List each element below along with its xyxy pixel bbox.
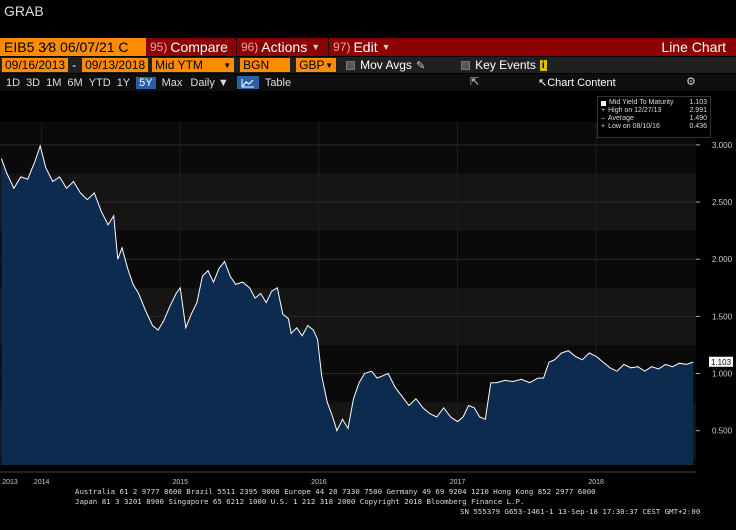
x-tick-label: 2017 [450,479,466,486]
compare-menu[interactable]: 95) Compare [150,38,228,56]
footer-contacts-line1: Australia 61 2 9777 8600 Brazil 5511 239… [75,487,596,496]
last-value-box [709,356,733,367]
legend-value: 1.490 [689,115,707,122]
collapse-arrows-icon[interactable]: ⇱ [470,76,480,88]
currency-select[interactable]: GBP ▼ [296,58,337,72]
source-field[interactable]: BGN [240,58,291,72]
field-select[interactable]: Mid YTM ▼ [152,58,235,72]
arrow-icon: ↖ [538,77,548,89]
line-chart-icon [241,78,254,87]
legend-row-average: – Average 1.490 [601,115,707,123]
period-toolbar: 1D 3D 1M 6M YTD 1Y 5Y Max Daily ▼ Table … [0,74,736,91]
caret-down-icon: ▼ [381,42,391,52]
mov-avgs-label: Mov Avgs [360,58,412,72]
period-tab-6m[interactable]: 6M [67,76,83,89]
legend-label: High on 12/27/13 [608,107,662,114]
y-tick-label: 0.500 [712,427,733,436]
chart-content-button[interactable]: ↖Chart Content [538,76,616,89]
dropdown-arrow-icon: ▼ [325,60,334,70]
view-title: Line Chart [661,39,726,55]
y-axis-ticks: 3.000 2.500 2.000 1.500 1.000 0.500 [696,141,733,436]
period-tab-ytd[interactable]: YTD [88,76,111,89]
start-date-field[interactable]: 09/16/2013 [2,58,69,72]
x-axis-ticks: 2013 2014 2015 2016 2017 2018 [0,471,696,486]
end-date-field[interactable]: 09/13/2018 [82,58,149,72]
compare-menu-number: 95) [150,40,168,54]
legend-row-high: + High on 12/27/13 2.991 [601,107,707,115]
period-tab-max[interactable]: Max [161,76,183,89]
field-select-value: Mid YTM [155,58,203,72]
mov-avgs-checkbox[interactable] [346,60,356,70]
info-icon[interactable]: i [539,59,547,71]
edit-menu-number: 97) [333,40,351,54]
footer: Australia 61 2 9777 8600 Brazil 5511 239… [0,486,736,530]
date-range-separator: - [72,58,77,72]
plus-icon: + [601,123,606,130]
x-tick-label: 2014 [34,479,50,486]
y-tick-label: 1.000 [712,370,733,379]
actions-menu[interactable]: 96) Actions ▼ [240,38,321,56]
frequency-select[interactable]: Daily ▼ [190,77,228,89]
legend-box-icon [601,100,606,106]
last-value-label: 1.103 [711,358,732,367]
dropdown-arrow-icon: ▼ [223,60,232,70]
actions-menu-number: 96) [240,40,259,54]
actions-menu-label: Actions [261,39,308,55]
y-tick-label: 2.500 [712,198,733,207]
legend-value: 2.991 [689,107,707,114]
key-events-label: Key Events [475,58,536,72]
last-value-marker: 1.103 [709,356,733,367]
command-bar: EIB5 3⁄8 06/07/21 C 95) Compare 96) Acti… [0,38,736,56]
parameter-row: 09/16/2013 - 09/13/2018 Mid YTM ▼ BGN GB… [0,57,736,73]
period-tab-5y[interactable]: 5Y [136,76,156,89]
gear-icon[interactable]: ⚙ [686,76,696,88]
x-tick-label: 2018 [588,479,604,486]
footer-session-info: SN 555379 G653-1461-1 13-Sep-18 17:30:37… [460,507,701,516]
dash-icon: – [601,115,605,122]
legend-row-mid-ytm: Mid Yield To Maturity 1.103 [601,99,707,107]
plus-icon: + [601,107,606,114]
legend-label: Low on 08/10/16 [608,123,660,130]
legend-label: Mid Yield To Maturity [609,99,674,106]
legend-value: 0.436 [689,123,707,130]
caret-down-icon: ▼ [311,42,321,52]
x-tick-label: 2015 [172,479,188,486]
yield-area-fill [1,146,694,465]
yield-series-line [0,144,694,433]
menu-divider [235,38,237,56]
edit-menu[interactable]: 97) Edit ▼ [333,38,391,56]
y-tick-label: 2.000 [712,255,733,264]
legend-row-low: + Low on 08/10/16 0.436 [601,123,707,131]
table-button[interactable]: Table [264,76,292,89]
legend-label: Average [607,115,634,122]
menu-divider [328,38,330,56]
period-tab-1d[interactable]: 1D [6,76,21,89]
period-tab-1m[interactable]: 1M [46,76,62,89]
frequency-select-value: Daily [190,76,215,89]
period-tab-3d[interactable]: 3D [26,76,41,89]
security-ticker[interactable]: EIB5 3⁄8 06/07/21 C [0,38,146,56]
background-band [0,122,696,174]
edit-menu-label: Edit [353,39,378,55]
window-title: GRAB [4,3,44,19]
y-tick-label: 1.500 [712,312,733,321]
period-tab-1y[interactable]: 1Y [116,76,131,89]
chart-legend[interactable]: Mid Yield To Maturity 1.103 + High on 12/… [597,96,711,138]
legend-value: 1.103 [689,99,707,106]
chart-content-label: Chart Content [547,77,616,89]
y-tick-label: 3.000 [712,141,733,150]
key-events-checkbox[interactable] [461,60,471,70]
footer-contacts-line2: Japan 81 3 3201 8900 Singapore 65 6212 1… [75,497,525,506]
x-tick-label: 2013 [2,479,18,486]
currency-select-value: GBP [299,58,325,72]
pencil-icon[interactable]: ✎ [415,59,426,72]
line-chart-button[interactable] [236,76,259,89]
dropdown-arrow-icon: ▼ [217,76,229,89]
compare-menu-label: Compare [170,39,228,55]
x-tick-label: 2016 [311,479,327,486]
